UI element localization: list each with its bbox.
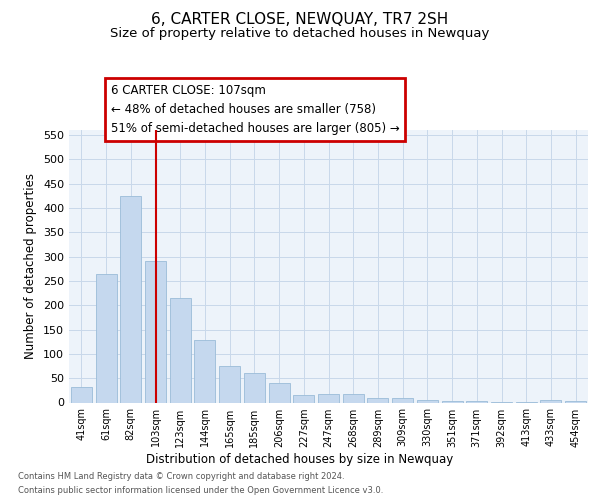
- Bar: [367, 398, 388, 402]
- Bar: [170, 298, 191, 403]
- Bar: [417, 400, 438, 402]
- Text: 6 CARTER CLOSE: 107sqm
← 48% of detached houses are smaller (758)
51% of semi-de: 6 CARTER CLOSE: 107sqm ← 48% of detached…: [110, 84, 399, 134]
- Bar: [541, 400, 562, 402]
- Text: Distribution of detached houses by size in Newquay: Distribution of detached houses by size …: [146, 452, 454, 466]
- Bar: [565, 400, 586, 402]
- Text: Contains public sector information licensed under the Open Government Licence v3: Contains public sector information licen…: [18, 486, 383, 495]
- Text: Size of property relative to detached houses in Newquay: Size of property relative to detached ho…: [110, 28, 490, 40]
- Y-axis label: Number of detached properties: Number of detached properties: [25, 174, 37, 359]
- Bar: [95, 274, 116, 402]
- Text: 6, CARTER CLOSE, NEWQUAY, TR7 2SH: 6, CARTER CLOSE, NEWQUAY, TR7 2SH: [151, 12, 449, 28]
- Bar: [442, 401, 463, 402]
- Bar: [293, 395, 314, 402]
- Bar: [244, 374, 265, 402]
- Bar: [194, 340, 215, 402]
- Bar: [145, 261, 166, 402]
- Bar: [343, 394, 364, 402]
- Bar: [466, 401, 487, 402]
- Text: Contains HM Land Registry data © Crown copyright and database right 2024.: Contains HM Land Registry data © Crown c…: [18, 472, 344, 481]
- Bar: [318, 394, 339, 402]
- Bar: [71, 387, 92, 402]
- Bar: [392, 398, 413, 402]
- Bar: [219, 366, 240, 403]
- Bar: [120, 196, 141, 402]
- Bar: [269, 383, 290, 402]
